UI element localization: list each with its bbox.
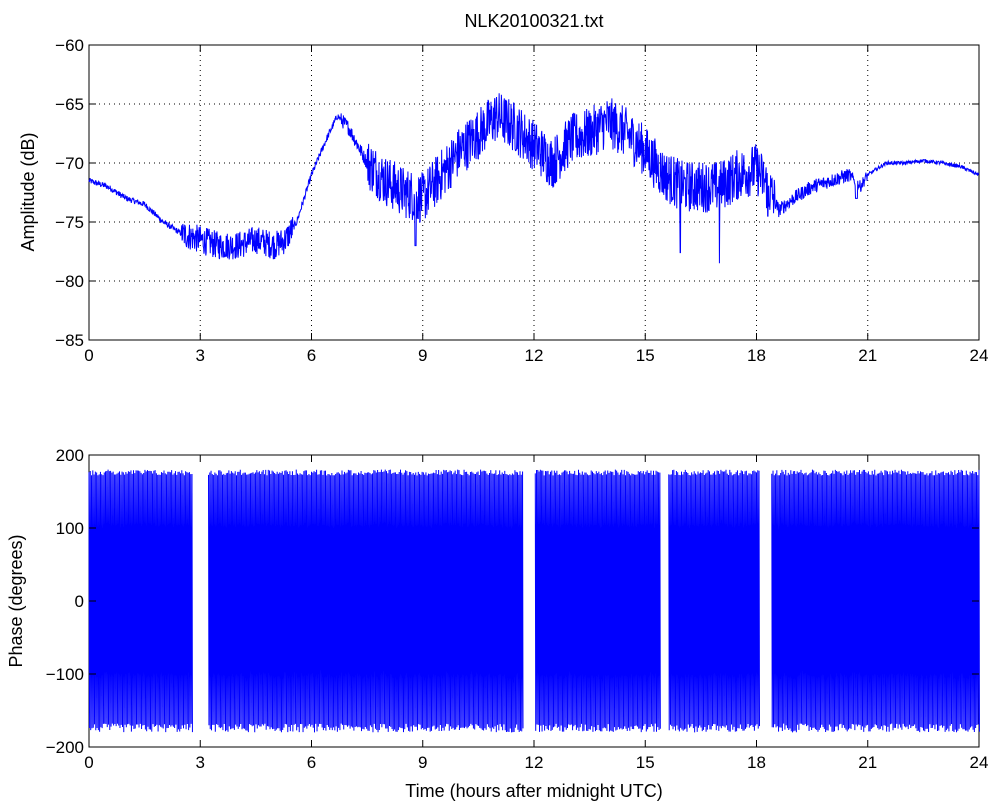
phase-x-tick-label: 3 — [196, 753, 205, 772]
amplitude-x-tick-label: 0 — [84, 346, 93, 365]
amplitude-x-tick-label: 18 — [747, 346, 766, 365]
amplitude-series — [88, 93, 980, 264]
amplitude-x-tick-label: 9 — [418, 346, 427, 365]
amplitude-axes: 0 3 6 9 12 15 18 21 24 −60 −65 −70 −75 −80 −85 NLK2010… — [18, 11, 988, 365]
phase-y-tick-label: −100 — [46, 665, 84, 684]
amplitude-y-tick-label: −80 — [55, 272, 84, 291]
phase-x-tick-label: 24 — [970, 753, 989, 772]
phase-x-tick-label: 12 — [525, 753, 544, 772]
amplitude-x-tick-label: 3 — [196, 346, 205, 365]
amplitude-y-tick-label: −85 — [55, 331, 84, 350]
phase-y-tick-label: 200 — [56, 446, 84, 465]
phase-x-tick-label: 9 — [418, 753, 427, 772]
phase-y-tick-label: −200 — [46, 738, 84, 757]
amplitude-ticks: 0 3 6 9 12 15 18 21 24 −60 −65 −70 −75 −80 −85 — [55, 36, 988, 365]
phase-y-axis-label: Phase (degrees) — [6, 534, 26, 667]
phase-x-tick-label: 15 — [636, 753, 655, 772]
amplitude-x-tick-label: 21 — [858, 346, 877, 365]
amplitude-x-tick-label: 24 — [970, 346, 989, 365]
amplitude-y-axis-label: Amplitude (dB) — [18, 132, 38, 251]
amplitude-x-tick-label: 6 — [307, 346, 316, 365]
amplitude-y-tick-label: −60 — [55, 36, 84, 55]
amplitude-y-tick-label: −75 — [55, 213, 84, 232]
chart-title: NLK20100321.txt — [464, 11, 603, 31]
phase-x-tick-label: 21 — [858, 753, 877, 772]
amplitude-y-tick-label: −70 — [55, 154, 84, 173]
amplitude-x-tick-label: 12 — [525, 346, 544, 365]
phase-ticks: 0 3 6 9 12 15 18 21 24 200 100 0 −100 −200 — [46, 446, 989, 772]
phase-x-tick-label: 6 — [307, 753, 316, 772]
phase-y-tick-label: 100 — [56, 519, 84, 538]
phase-y-tick-label: 0 — [75, 592, 84, 611]
amplitude-line — [88, 93, 980, 264]
phase-x-axis-label: Time (hours after midnight UTC) — [405, 781, 662, 801]
phase-axes: 0 3 6 9 12 15 18 21 24 200 100 0 −100 −200 Time (hour… — [6, 446, 988, 801]
phase-x-tick-label: 18 — [747, 753, 766, 772]
amplitude-x-tick-label: 15 — [636, 346, 655, 365]
amplitude-y-tick-label: −65 — [55, 95, 84, 114]
phase-x-tick-label: 0 — [84, 753, 93, 772]
phase-line — [88, 469, 980, 733]
phase-series — [88, 469, 980, 733]
